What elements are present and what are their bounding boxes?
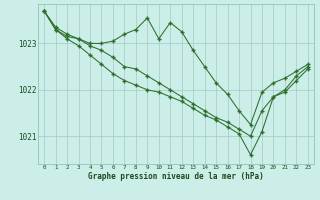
X-axis label: Graphe pression niveau de la mer (hPa): Graphe pression niveau de la mer (hPa)	[88, 172, 264, 181]
